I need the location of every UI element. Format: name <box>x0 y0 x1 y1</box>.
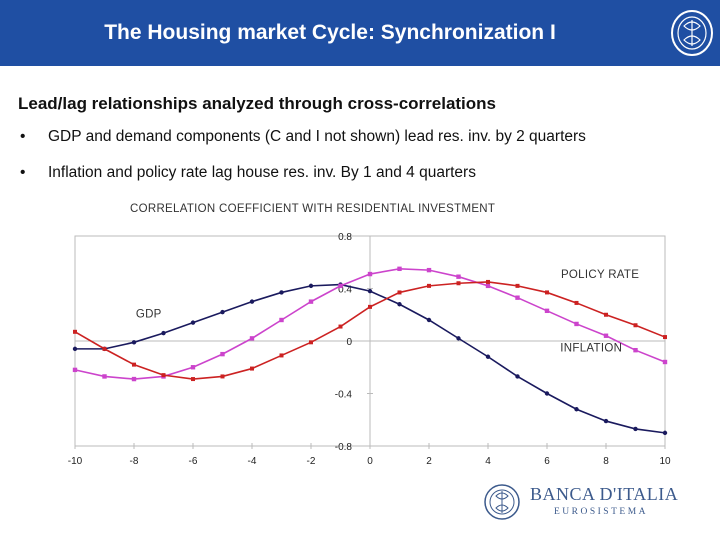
x-tick-label: 8 <box>603 456 609 467</box>
data-point-policy-rate <box>250 366 254 371</box>
data-point-gdp <box>485 354 491 359</box>
chart-title: CORRELATION COEFFICIENT WITH RESIDENTIAL… <box>130 203 495 215</box>
x-tick-label: 6 <box>544 456 550 467</box>
data-point-gdp <box>72 346 78 352</box>
page-title: The Housing market Cycle: Synchronizatio… <box>104 21 556 44</box>
x-tick-label: -2 <box>307 456 316 467</box>
data-point-inflation <box>249 336 255 341</box>
data-point-inflation <box>72 367 78 373</box>
data-point-policy-rate <box>633 323 638 328</box>
data-point-policy-rate <box>604 312 608 317</box>
series-label-gdp: GDP <box>136 308 162 320</box>
x-tick-label: 4 <box>485 456 491 467</box>
data-point-policy-rate <box>338 324 343 329</box>
bullet-list: • GDP and demand components (C and I not… <box>18 128 708 200</box>
bullet-icon: • <box>20 128 26 145</box>
data-point-gdp <box>397 302 402 307</box>
slide-subtitle: Lead/lag relationships analyzed through … <box>18 94 497 113</box>
data-point-gdp <box>603 418 609 424</box>
bullet-item: • Inflation and policy rate lag house re… <box>18 164 708 200</box>
footer-logo: BANCA D'ITALIA EUROSISTEMA <box>482 482 702 522</box>
data-point-policy-rate <box>545 290 549 295</box>
x-tick-label: -4 <box>248 456 257 467</box>
y-tick-label: -0.8 <box>335 442 353 453</box>
data-point-gdp <box>308 283 314 289</box>
data-point-policy-rate <box>102 346 107 351</box>
x-tick-label: 0 <box>367 456 373 467</box>
data-point-policy-rate <box>515 283 520 288</box>
data-point-inflation <box>279 317 284 323</box>
data-point-policy-rate <box>220 374 225 379</box>
x-tick-label: 2 <box>426 456 432 467</box>
data-point-policy-rate <box>456 281 461 286</box>
y-tick-label: 0 <box>346 337 352 348</box>
data-point-gdp <box>249 299 255 304</box>
data-point-inflation <box>367 271 373 277</box>
data-point-inflation <box>544 308 550 314</box>
bullet-text: GDP and demand components (C and I not s… <box>48 128 586 145</box>
data-point-policy-rate <box>427 283 431 288</box>
x-tick-label: 10 <box>659 456 671 467</box>
logo-subtitle: EUROSISTEMA <box>554 507 649 517</box>
data-point-inflation <box>603 333 609 338</box>
bank-emblem-icon <box>671 10 713 56</box>
bullet-item: • GDP and demand components (C and I not… <box>18 128 708 164</box>
data-point-gdp <box>367 288 373 294</box>
data-point-policy-rate <box>309 340 313 345</box>
data-point-policy-rate <box>191 377 195 382</box>
data-point-gdp <box>220 309 225 315</box>
data-point-policy-rate <box>73 329 77 334</box>
data-point-inflation <box>515 295 520 300</box>
bullet-text: Inflation and policy rate lag house res.… <box>48 164 476 181</box>
data-point-gdp <box>161 330 166 336</box>
data-point-inflation <box>102 374 107 379</box>
data-point-gdp <box>190 320 196 325</box>
header-bar: The Housing market Cycle: Synchronizatio… <box>0 0 720 66</box>
bullet-icon: • <box>20 164 26 181</box>
data-point-policy-rate <box>368 304 372 309</box>
bank-logo-icon <box>484 484 520 520</box>
y-tick-label: 0.4 <box>338 285 352 296</box>
data-point-inflation <box>574 321 579 327</box>
x-tick-label: -10 <box>68 456 83 467</box>
logo-name: BANCA D'ITALIA <box>530 484 679 504</box>
y-tick-label: -0.4 <box>335 390 353 401</box>
data-point-inflation <box>190 365 196 370</box>
data-point-policy-rate <box>397 290 402 295</box>
correlation-chart: CORRELATION COEFFICIENT WITH RESIDENTIAL… <box>68 203 671 467</box>
data-point-inflation <box>131 376 137 382</box>
data-point-gdp <box>633 426 638 432</box>
x-tick-label: -8 <box>130 456 139 467</box>
data-point-policy-rate <box>132 362 136 367</box>
data-point-inflation <box>308 299 314 304</box>
series-label-inflation: INFLATION <box>560 343 622 355</box>
data-point-gdp <box>574 407 579 412</box>
data-point-policy-rate <box>279 353 284 358</box>
data-point-inflation <box>485 283 491 289</box>
data-point-inflation <box>397 266 402 272</box>
data-point-policy-rate <box>574 300 579 305</box>
data-point-inflation <box>456 274 461 279</box>
data-point-policy-rate <box>663 335 667 340</box>
data-point-inflation <box>633 347 638 353</box>
data-point-policy-rate <box>161 373 166 378</box>
data-point-inflation <box>220 351 225 357</box>
data-point-gdp <box>456 336 461 341</box>
data-point-gdp <box>131 340 137 345</box>
data-point-gdp <box>426 317 432 323</box>
data-point-inflation <box>662 359 668 365</box>
series-label-policy-rate: POLICY RATE <box>561 269 639 281</box>
data-point-inflation <box>426 267 432 273</box>
data-point-gdp <box>515 374 520 379</box>
y-tick-label: 0.8 <box>338 232 352 243</box>
data-point-policy-rate <box>486 279 490 284</box>
data-point-gdp <box>279 290 284 295</box>
data-point-gdp <box>662 430 668 436</box>
data-point-gdp <box>544 391 550 396</box>
data-point-inflation <box>338 283 343 289</box>
x-tick-label: -6 <box>189 456 198 467</box>
